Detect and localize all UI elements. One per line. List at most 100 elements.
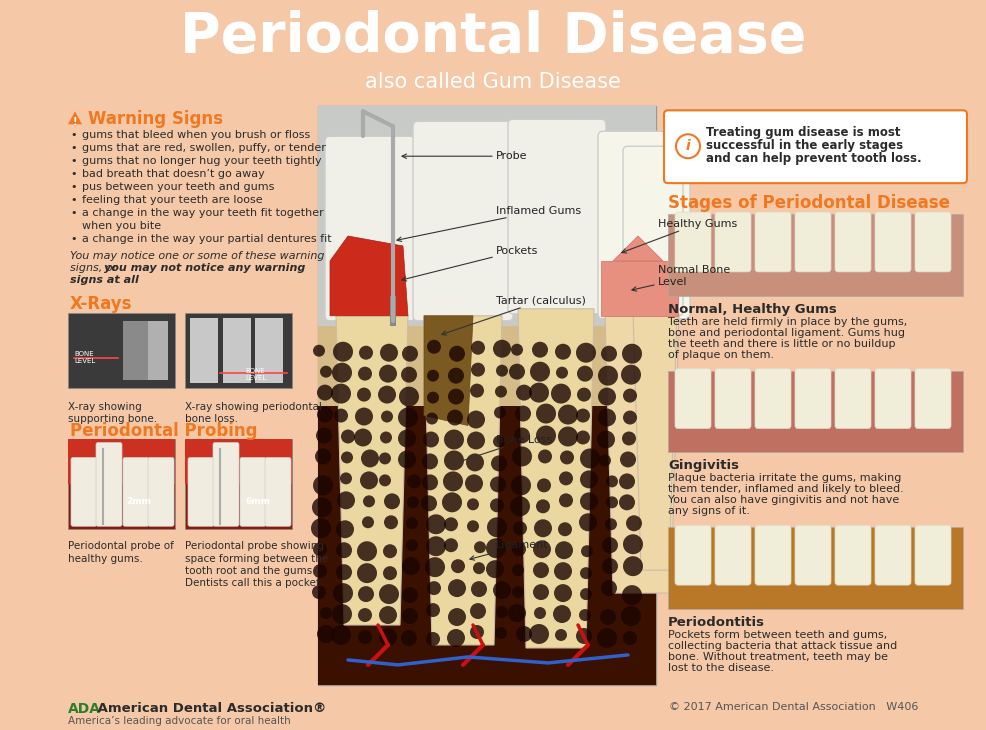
Circle shape [487,518,507,537]
Circle shape [466,453,484,472]
Circle shape [534,607,546,619]
Bar [255,318,283,383]
Text: X-Rays: X-Rays [70,295,132,313]
Circle shape [532,342,548,358]
Circle shape [312,585,326,599]
FancyBboxPatch shape [875,212,911,272]
Circle shape [493,339,511,358]
Polygon shape [424,316,502,645]
Circle shape [317,385,333,401]
Polygon shape [601,261,678,316]
Circle shape [362,516,374,529]
Circle shape [313,564,327,578]
Text: Periodontal probe of
healthy gums.: Periodontal probe of healthy gums. [68,541,174,564]
Circle shape [337,491,355,510]
Circle shape [623,410,637,425]
Text: a change in the way your partial dentures fit: a change in the way your partial denture… [82,234,331,244]
Text: •: • [70,195,77,205]
Text: .: . [117,275,120,285]
Text: •: • [70,169,77,179]
Text: gums that are red, swollen, puffy, or tender: gums that are red, swollen, puffy, or te… [82,143,326,153]
Circle shape [313,475,333,496]
Circle shape [422,474,438,491]
Circle shape [358,630,372,644]
Bar [318,406,656,685]
Polygon shape [633,311,677,570]
Text: Inflamed Gums: Inflamed Gums [397,206,581,242]
Bar [668,527,963,609]
Circle shape [471,581,487,597]
Circle shape [406,539,418,551]
Circle shape [622,585,642,605]
Bar [68,439,175,529]
Text: gums that no longer hug your teeth tightly: gums that no longer hug your teeth tight… [82,156,321,166]
Circle shape [357,563,377,583]
Circle shape [576,628,592,644]
Text: Treating gum disease is most: Treating gum disease is most [706,126,900,139]
Text: Bone Loss: Bone Loss [452,436,552,465]
Circle shape [474,541,486,553]
Text: 2mm: 2mm [126,497,151,507]
Bar [185,313,292,388]
FancyBboxPatch shape [715,369,751,429]
Text: when you bite: when you bite [82,221,161,231]
FancyBboxPatch shape [715,212,751,272]
Text: Periodontal Disease: Periodontal Disease [179,9,807,64]
Circle shape [495,627,507,639]
Circle shape [510,496,530,516]
Text: of plaque on them.: of plaque on them. [668,350,774,360]
Text: successful in the early stages: successful in the early stages [706,139,903,153]
Polygon shape [330,236,408,316]
Circle shape [315,448,331,464]
Circle shape [556,366,568,379]
Circle shape [555,344,571,360]
Text: Pockets form between teeth and gums,: Pockets form between teeth and gums, [668,630,887,640]
Text: •: • [70,182,77,192]
FancyBboxPatch shape [875,369,911,429]
Circle shape [359,346,373,360]
Polygon shape [613,236,663,261]
Text: •: • [70,143,77,153]
Circle shape [406,518,418,529]
Circle shape [533,562,549,578]
Circle shape [537,478,551,492]
Text: BONE
LEVEL: BONE LEVEL [74,350,96,364]
Circle shape [538,450,552,464]
Circle shape [514,428,530,444]
Text: Normal Bone
Level: Normal Bone Level [632,265,731,291]
Circle shape [606,496,618,508]
Circle shape [558,522,572,537]
Bar [318,326,656,685]
Circle shape [495,385,507,398]
Circle shape [380,431,392,444]
Circle shape [447,410,463,426]
Circle shape [602,558,618,574]
Circle shape [470,603,486,619]
Circle shape [320,607,332,619]
Text: America’s leading advocate for oral health: America’s leading advocate for oral heal… [68,716,291,726]
Bar [318,107,656,685]
FancyBboxPatch shape [835,526,871,585]
Text: Periodontal Probing: Periodontal Probing [70,421,257,439]
Text: Warning Signs: Warning Signs [88,110,223,128]
Circle shape [555,541,573,559]
Circle shape [554,584,572,602]
Text: Healthy Gums: Healthy Gums [622,219,738,253]
Circle shape [602,537,618,553]
Circle shape [598,388,616,406]
Circle shape [340,472,352,485]
Text: Teeth are held firmly in place by the gums,: Teeth are held firmly in place by the gu… [668,317,907,327]
Circle shape [427,339,441,354]
Circle shape [421,496,437,511]
Circle shape [516,626,532,642]
Circle shape [467,499,479,510]
FancyBboxPatch shape [148,458,174,526]
FancyBboxPatch shape [123,458,149,526]
FancyBboxPatch shape [508,119,606,314]
Circle shape [554,562,572,580]
FancyBboxPatch shape [795,526,831,585]
Text: you may not notice any warning: you may not notice any warning [104,263,306,273]
Text: Ligament: Ligament [470,540,548,560]
Circle shape [427,369,439,382]
Bar [190,318,218,383]
